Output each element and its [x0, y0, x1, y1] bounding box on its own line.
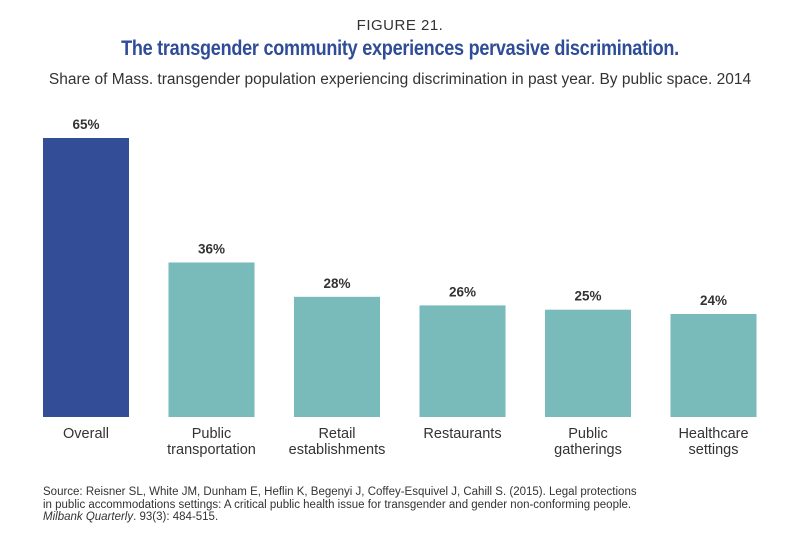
bar-1 — [168, 262, 255, 417]
value-label-5: 24% — [700, 293, 727, 308]
source-citation: . 93(3): 484-515. — [133, 511, 219, 523]
bar-chart: 65% Overall 36% Public transportation 28% Reta… — [43, 117, 757, 458]
bar-4 — [545, 309, 631, 417]
value-label-1: 36% — [198, 241, 225, 256]
chart-subtitle: Share of Mass. transgender population ex… — [48, 71, 752, 88]
value-label-4: 25% — [574, 289, 601, 304]
category-label-4: Public gatherings — [554, 426, 622, 458]
category-label-0: Overall — [63, 426, 109, 442]
figure-label: FIGURE 21. — [356, 17, 444, 34]
bar-2 — [294, 296, 380, 417]
bar-0 — [43, 138, 129, 417]
category-label-1: Public transportation — [167, 426, 256, 458]
category-label-3: Restaurants — [423, 426, 501, 442]
source-journal: Milbank Quarterly — [43, 511, 134, 523]
value-label-3: 26% — [449, 284, 476, 299]
bar-3 — [419, 305, 506, 417]
source-note: Source: Reisner SL, White JM, Dunham E, … — [43, 486, 643, 524]
category-label-2: Retail establishments — [289, 426, 386, 458]
bar-5 — [670, 313, 757, 417]
value-label-0: 65% — [72, 117, 99, 132]
category-label-5: Healthcare settings — [678, 426, 748, 458]
value-label-2: 28% — [323, 276, 350, 291]
chart-title: The transgender community experiences pe… — [121, 37, 679, 60]
source-text: Source: Reisner SL, White JM, Dunham E, … — [43, 486, 637, 511]
